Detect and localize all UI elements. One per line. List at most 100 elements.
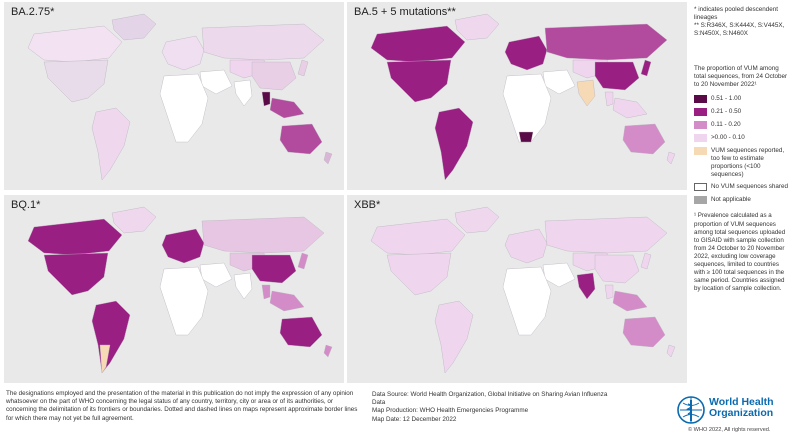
region-sa xyxy=(91,300,131,374)
region-gl xyxy=(111,206,157,234)
region-jp xyxy=(640,252,652,270)
mutations-note: ** S:R346X, S:K444X, S:V445X, S:N450X, S… xyxy=(694,21,785,37)
map-panel-ba275: BA.2.75* xyxy=(4,2,344,190)
region-jp xyxy=(640,59,652,77)
who-name: World Health Organization xyxy=(709,396,774,420)
region-se xyxy=(612,290,648,312)
region-in xyxy=(576,272,596,300)
legend-item: 0.51 - 1.00 xyxy=(694,95,790,104)
region-af xyxy=(502,266,552,336)
region-sa xyxy=(434,107,474,181)
region-ru xyxy=(544,23,668,61)
region-jp xyxy=(297,252,309,270)
world-map xyxy=(27,206,333,374)
legend: * indicates pooled descendent lineages *… xyxy=(694,6,790,293)
legend-swatch xyxy=(694,108,707,117)
region-th xyxy=(604,284,614,300)
legend-item: >0.00 - 0.10 xyxy=(694,134,790,143)
region-ca xyxy=(27,25,123,63)
region-nz xyxy=(323,344,333,358)
region-eu xyxy=(161,228,205,264)
region-cn xyxy=(594,254,640,284)
region-se xyxy=(612,97,648,119)
region-nz xyxy=(666,344,676,358)
region-gl xyxy=(454,13,500,41)
world-map xyxy=(370,206,676,374)
map-date-line: Map Date: 12 December 2022 xyxy=(372,415,457,423)
region-ru xyxy=(201,216,325,254)
legend-item: 0.21 - 0.50 xyxy=(694,108,790,117)
region-af xyxy=(159,266,209,336)
region-in xyxy=(576,79,596,107)
legend-label: No VUM sequences shared xyxy=(711,183,789,191)
legend-label: VUM sequences reported, too few to estim… xyxy=(711,147,785,178)
region-nz xyxy=(666,151,676,165)
legend-notes: * indicates pooled descendent lineages *… xyxy=(694,6,790,37)
region-th xyxy=(261,91,271,107)
region-cn xyxy=(251,254,297,284)
map-title: XBB* xyxy=(354,199,381,211)
region-se xyxy=(269,290,305,312)
region-au xyxy=(622,123,666,155)
legend-item: Not applicable xyxy=(694,196,790,205)
legend-label: 0.11 - 0.20 xyxy=(711,121,741,129)
legend-swatch xyxy=(694,134,707,143)
region-na xyxy=(43,252,109,296)
map-title: BA.5 + 5 mutations** xyxy=(354,6,456,18)
region-na xyxy=(43,59,109,103)
source-line: Data Source: World Health Organization, … xyxy=(372,391,608,407)
region-ru xyxy=(201,23,325,61)
legend-items: 0.51 - 1.00 0.21 - 0.50 0.11 - 0.20 >0.00 -… xyxy=(694,95,790,205)
region-ar xyxy=(99,344,111,374)
region-th xyxy=(604,91,614,107)
region-se xyxy=(269,97,305,119)
world-map xyxy=(370,13,676,181)
legend-swatch xyxy=(694,196,707,205)
region-th xyxy=(261,284,271,300)
legend-label: Not applicable xyxy=(711,196,751,204)
map-panel-xbb: XBB* xyxy=(347,195,687,383)
who-branding: World Health Organization © WHO 2022, Al… xyxy=(676,393,788,439)
region-cn xyxy=(251,61,297,91)
legend-subtitle: The proportion of VUM among total sequen… xyxy=(694,65,788,89)
region-cn xyxy=(594,61,640,91)
legend-item: 0.11 - 0.20 xyxy=(694,121,790,130)
prevalence-footnote: ¹ Prevalence calculated as a proportion … xyxy=(694,212,786,293)
legend-swatch xyxy=(694,183,707,192)
region-in xyxy=(233,272,253,300)
region-sa xyxy=(91,107,131,181)
legend-label: >0.00 - 0.10 xyxy=(711,134,745,142)
region-eu xyxy=(504,228,548,264)
world-map xyxy=(27,13,333,181)
region-au xyxy=(279,123,323,155)
legend-label: 0.51 - 1.00 xyxy=(711,95,742,103)
region-ru xyxy=(544,216,668,254)
region-nz xyxy=(323,151,333,165)
region-sa xyxy=(434,300,474,374)
region-na xyxy=(386,59,452,103)
region-ca xyxy=(370,25,466,63)
region-eu xyxy=(161,35,205,71)
region-ca xyxy=(370,218,466,256)
map-panel-bq1: BQ.1* xyxy=(4,195,344,383)
legend-item: No VUM sequences shared xyxy=(694,183,790,192)
legend-swatch xyxy=(694,147,707,156)
legend-swatch xyxy=(694,121,707,130)
who-emblem-icon xyxy=(677,396,705,424)
pooled-note: * indicates pooled descendent lineages xyxy=(694,6,779,21)
region-au xyxy=(622,316,666,348)
region-eu xyxy=(504,35,548,71)
region-au xyxy=(279,316,323,348)
map-panel-ba5: BA.5 + 5 mutations** xyxy=(347,2,687,190)
region-gl xyxy=(454,206,500,234)
legend-item: VUM sequences reported, too few to estim… xyxy=(694,147,790,178)
data-source: Data Source: World Health Organization, … xyxy=(372,391,622,424)
region-in xyxy=(233,79,253,107)
region-za xyxy=(518,131,534,143)
legend-label: 0.21 - 0.50 xyxy=(711,108,742,116)
region-na xyxy=(386,252,452,296)
region-ca xyxy=(27,218,123,256)
region-af xyxy=(159,73,209,143)
region-jp xyxy=(297,59,309,77)
map-title: BQ.1* xyxy=(11,199,41,211)
